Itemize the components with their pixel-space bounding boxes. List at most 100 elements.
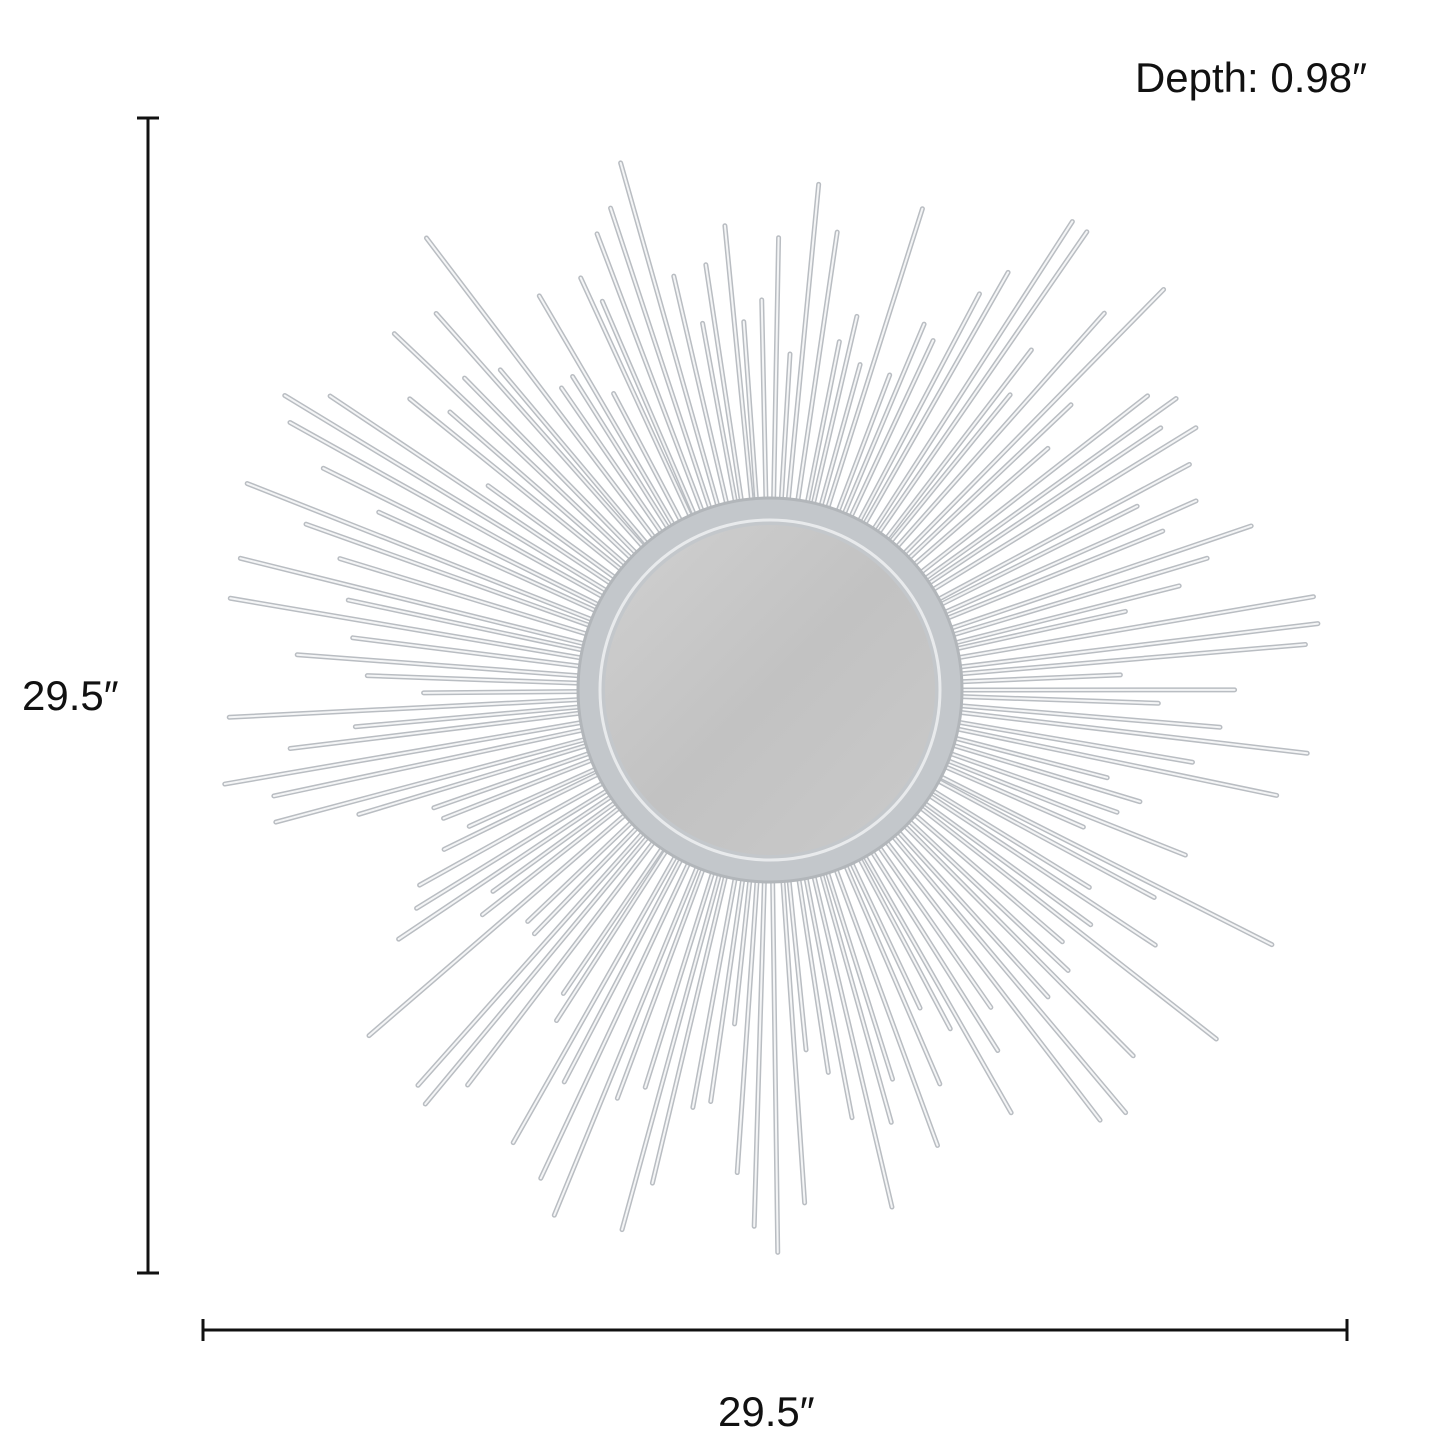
ray bbox=[553, 860, 701, 1217]
ray bbox=[538, 294, 678, 532]
depth-label: Depth: 0.98″ bbox=[1134, 54, 1367, 101]
ray bbox=[644, 865, 716, 1089]
ray bbox=[803, 870, 854, 1119]
ray bbox=[934, 505, 1139, 609]
ray bbox=[368, 809, 631, 1037]
ray bbox=[948, 584, 1181, 646]
ray bbox=[891, 312, 1106, 553]
ray bbox=[579, 276, 694, 523]
ray bbox=[239, 557, 592, 647]
ray bbox=[952, 622, 1319, 669]
ray bbox=[953, 673, 1122, 684]
ray bbox=[903, 403, 1072, 564]
ray bbox=[779, 352, 791, 507]
ray bbox=[753, 873, 766, 1228]
ray bbox=[786, 183, 820, 507]
ray bbox=[931, 776, 1156, 899]
ray bbox=[847, 339, 935, 524]
ray bbox=[435, 312, 649, 553]
ray bbox=[953, 695, 1160, 705]
ray bbox=[926, 786, 1091, 889]
ray bbox=[351, 636, 588, 669]
ray bbox=[760, 298, 768, 507]
ray bbox=[481, 802, 626, 916]
ray bbox=[805, 340, 841, 510]
height-dimension-line bbox=[137, 116, 159, 1275]
ray bbox=[818, 363, 862, 513]
ray bbox=[951, 720, 1194, 764]
ray bbox=[274, 736, 593, 824]
ray bbox=[953, 704, 1221, 729]
ray bbox=[908, 447, 1049, 570]
ray bbox=[491, 797, 622, 893]
ray bbox=[867, 845, 999, 1052]
ray bbox=[931, 463, 1191, 604]
ray bbox=[283, 394, 613, 596]
ray bbox=[899, 820, 1135, 1057]
ray bbox=[560, 386, 666, 539]
ray bbox=[329, 395, 618, 589]
ray bbox=[397, 792, 618, 941]
ray bbox=[651, 868, 729, 1185]
ray bbox=[621, 867, 723, 1231]
ray bbox=[229, 597, 589, 661]
ray bbox=[926, 426, 1197, 595]
ray bbox=[733, 872, 752, 1025]
ray bbox=[377, 511, 603, 615]
ray bbox=[691, 870, 738, 1109]
ray bbox=[787, 873, 808, 1051]
ray bbox=[781, 873, 806, 1204]
ray bbox=[951, 595, 1315, 660]
ray bbox=[940, 757, 1187, 857]
ray bbox=[824, 207, 924, 515]
ray bbox=[357, 742, 594, 816]
ray bbox=[881, 348, 1033, 545]
ray bbox=[742, 320, 758, 507]
ray bbox=[810, 315, 858, 511]
ray bbox=[898, 288, 1165, 560]
ray bbox=[487, 484, 622, 583]
ray bbox=[555, 844, 671, 1022]
ray bbox=[616, 862, 707, 1100]
ray bbox=[366, 674, 587, 685]
ray bbox=[938, 763, 1085, 829]
ray bbox=[246, 482, 599, 624]
ray bbox=[448, 411, 632, 570]
ray bbox=[432, 750, 597, 809]
ray bbox=[539, 856, 693, 1180]
ray bbox=[562, 841, 667, 995]
ray bbox=[948, 735, 1109, 779]
ray bbox=[771, 873, 779, 1254]
ray bbox=[272, 727, 591, 797]
ray bbox=[933, 772, 1273, 946]
ray bbox=[795, 231, 839, 508]
ray bbox=[354, 705, 587, 728]
ray bbox=[701, 322, 738, 510]
ray bbox=[842, 858, 941, 1085]
ray bbox=[903, 815, 1070, 972]
ray bbox=[860, 849, 1013, 1114]
ray bbox=[950, 726, 1278, 797]
ray bbox=[305, 523, 597, 629]
ray bbox=[533, 822, 643, 935]
ray bbox=[416, 827, 648, 1087]
ray bbox=[612, 392, 685, 528]
ray bbox=[466, 835, 659, 1086]
ray bbox=[847, 856, 922, 1010]
ray bbox=[672, 275, 730, 511]
ray bbox=[818, 867, 893, 1124]
ray bbox=[338, 557, 595, 637]
ray bbox=[949, 610, 1127, 652]
ray bbox=[923, 791, 1157, 947]
ray bbox=[463, 377, 642, 559]
ray bbox=[888, 830, 1127, 1114]
ray bbox=[832, 862, 939, 1147]
ray bbox=[415, 786, 614, 910]
ray bbox=[918, 798, 1092, 926]
ray bbox=[874, 230, 1088, 539]
ray bbox=[609, 207, 713, 516]
ray bbox=[289, 711, 588, 750]
ray bbox=[443, 770, 605, 851]
ray bbox=[860, 271, 1010, 531]
